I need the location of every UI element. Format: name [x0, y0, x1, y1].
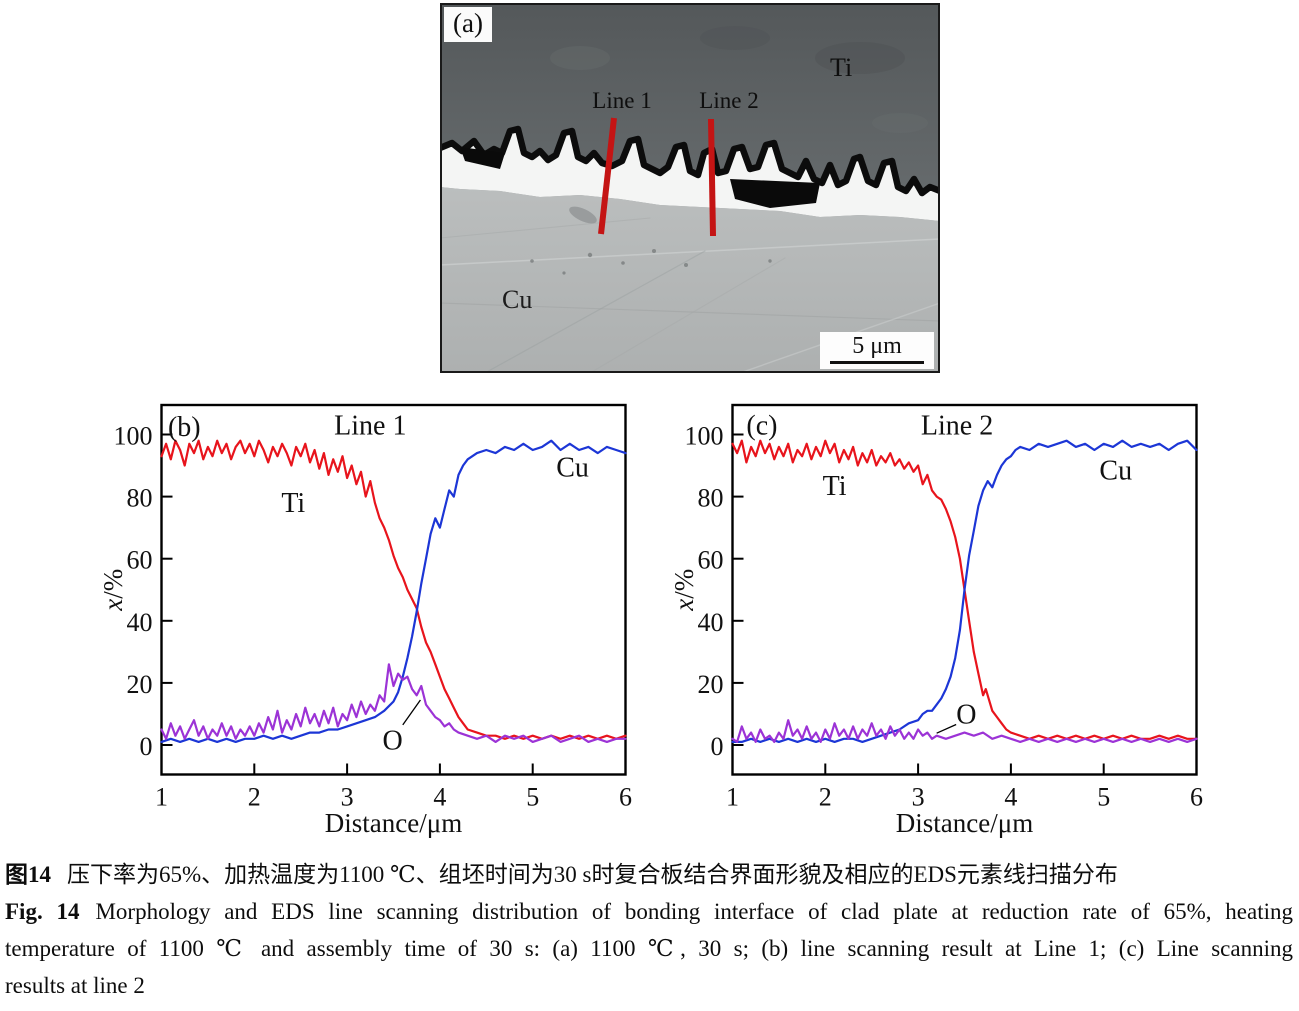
- caption-zh-number: 图14: [5, 862, 51, 887]
- x-tick-label: 4: [433, 783, 446, 812]
- y-tick-label: 80: [127, 484, 153, 513]
- series-ti-curve: [160, 439, 627, 740]
- x-tick-label: 3: [341, 783, 354, 812]
- eds-chart-line2: 0 20 40 60 80 100 1 2 3 4 5 6 Ti Cu O (c) Line 2 Distance…: [669, 395, 1231, 847]
- series-o-leader-line: [936, 723, 957, 734]
- cu-scratches: [440, 217, 940, 373]
- chart-canvas-b: 0 20 40 60 80 100 1 2 3 4 5 6 Ti Cu O (b) Line 1 Distance…: [98, 403, 632, 838]
- cu-smudge: [569, 206, 597, 224]
- plot-frame: [731, 403, 1198, 776]
- y-tick-label: 100: [114, 421, 153, 450]
- x-tick-label: 1: [155, 783, 168, 812]
- x-axis-title: Distance/μm: [325, 808, 462, 838]
- series-cu-label: Cu: [1099, 456, 1132, 487]
- series-o-curve: [160, 663, 627, 743]
- y-axis-title: x/%: [671, 569, 699, 612]
- series-cu-curve: [731, 439, 1198, 743]
- y-tick-label: 100: [685, 421, 724, 450]
- series-ti-label: Ti: [281, 488, 305, 519]
- sem-line1-label: Line 1: [592, 88, 652, 113]
- series-cu-curve: [160, 439, 627, 743]
- y-tick-label: 0: [140, 732, 153, 761]
- cu-pits: [530, 249, 772, 275]
- x-tick-label: 6: [619, 783, 632, 812]
- sem-ti-region-label: Ti: [830, 53, 853, 82]
- axis-ticks: [731, 433, 1198, 774]
- x-tick-label: 6: [1190, 783, 1203, 812]
- line2-marker: [708, 118, 716, 237]
- x-tick-label: 2: [819, 783, 832, 812]
- x-tick-label: 3: [912, 783, 925, 812]
- interface-crack: [440, 125, 940, 197]
- series-ti-label: Ti: [823, 471, 847, 502]
- caption-en-text2: temperature of 1100 ℃ and assembly time …: [5, 936, 1293, 961]
- caption-en-text3: results at line 2: [5, 973, 145, 998]
- y-tick-label: 60: [698, 546, 724, 575]
- ti-texture: [550, 26, 928, 133]
- series-ti-curve: [731, 439, 1198, 740]
- sem-panel-label: (a): [444, 7, 492, 42]
- x-tick-label: 5: [526, 783, 539, 812]
- sem-frame: [440, 3, 940, 373]
- figure-caption: 图14 压下率为65%、加热温度为1100 ℃、组坯时间为30 s时复合板结合界面…: [5, 856, 1293, 1004]
- chart-title: Line 2: [921, 410, 993, 441]
- y-tick-label: 0: [711, 732, 724, 761]
- y-tick-label: 20: [127, 670, 153, 699]
- x-axis-title: Distance/μm: [896, 808, 1033, 838]
- x-tick-label: 4: [1004, 783, 1017, 812]
- axis-ticks: [160, 433, 627, 774]
- y-axis-title: x/%: [100, 569, 128, 612]
- caption-en-line2: temperature of 1100 ℃ and assembly time …: [5, 930, 1293, 967]
- x-tick-label: 2: [248, 783, 261, 812]
- sem-line2-label: Line 2: [699, 88, 759, 113]
- sem-cu-region-label: Cu: [502, 285, 533, 314]
- series-o-label: O: [956, 699, 976, 730]
- y-tick-label: 20: [698, 670, 724, 699]
- crack-pocket-right: [730, 179, 820, 208]
- x-tick-label: 5: [1097, 783, 1110, 812]
- chart-canvas-c: 0 20 40 60 80 100 1 2 3 4 5 6 Ti Cu O (c) Line 2 Distance…: [669, 403, 1203, 838]
- y-tick-label: 80: [698, 484, 724, 513]
- y-tick-label: 40: [698, 608, 724, 637]
- chart-title: Line 1: [334, 410, 406, 441]
- series-o-leader-line: [402, 699, 421, 726]
- scale-bar: 5 μm: [820, 332, 934, 369]
- line1-marker: [598, 117, 617, 235]
- panel-label: (c): [746, 410, 777, 441]
- sem-micrograph-panel: (a) Ti Cu Line 1 Line 2 5 μm: [440, 3, 940, 373]
- scale-bar-text: 5 μm: [852, 333, 902, 359]
- panel-label: (b): [168, 412, 201, 443]
- eds-chart-line1: 0 20 40 60 80 100 1 2 3 4 5 6 Ti Cu O (b) Line 1 Distance…: [98, 395, 660, 847]
- series-cu-label: Cu: [556, 452, 589, 483]
- plot-frame: [160, 403, 627, 776]
- x-tick-label: 1: [726, 783, 739, 812]
- y-tick-label: 60: [127, 546, 153, 575]
- series-o-label: O: [382, 726, 402, 757]
- caption-zh-line: 图14 压下率为65%、加热温度为1100 ℃、组坯时间为30 s时复合板结合界面…: [5, 856, 1293, 893]
- caption-en-number: Fig. 14: [5, 899, 80, 924]
- caption-zh-text: 压下率为65%、加热温度为1100 ℃、组坯时间为30 s时复合板结合界面形貌及…: [67, 862, 1118, 887]
- caption-en-line3: results at line 2: [5, 967, 1293, 1004]
- y-tick-label: 40: [127, 608, 153, 637]
- caption-en-line1: Fig. 14 Morphology and EDS line scanning …: [5, 893, 1293, 930]
- sem-image-canvas: [440, 3, 940, 373]
- scale-bar-line: [830, 361, 924, 364]
- series-o-curve: [731, 719, 1198, 743]
- caption-en-text1: Morphology and EDS line scanning distrib…: [95, 899, 1293, 924]
- crack-pocket-left: [460, 147, 505, 169]
